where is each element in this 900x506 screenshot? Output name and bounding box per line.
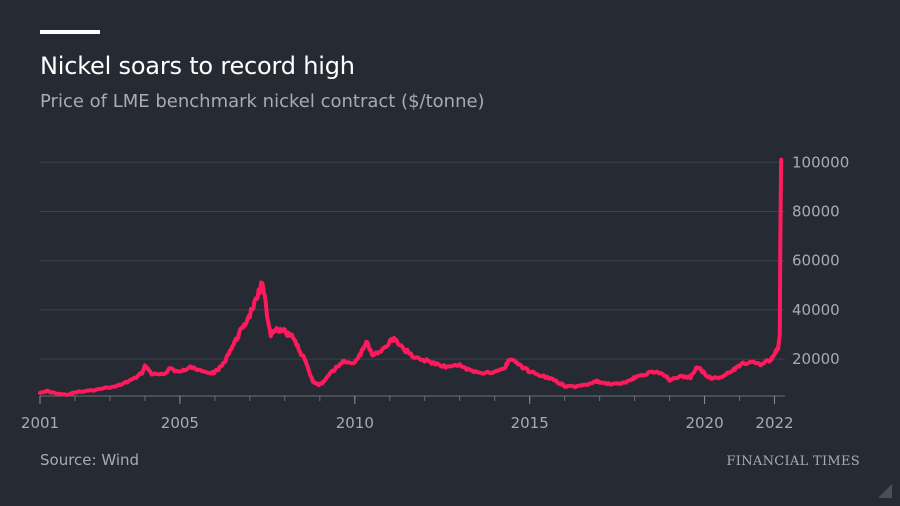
x-tick-label: 2015 — [511, 414, 549, 432]
series-group — [38, 157, 784, 397]
y-tick-label: 100000 — [792, 153, 849, 171]
x-tick-label: 2001 — [21, 414, 59, 432]
x-tick-label: 2010 — [336, 414, 374, 432]
x-tick-label: 2005 — [161, 414, 199, 432]
y-tick-label: 80000 — [792, 203, 840, 221]
header-accent-bar — [40, 30, 100, 34]
source-note: Source: Wind — [40, 451, 140, 469]
chart-title: Nickel soars to record high — [40, 52, 355, 80]
x-axis: 2001 2005 2010 2015 2020 2022 — [21, 395, 794, 432]
series-line-nickel-price — [38, 157, 784, 397]
chart-subtitle: Price of LME benchmark nickel contract (… — [40, 91, 485, 112]
gridlines — [40, 161, 785, 360]
y-tick-label: 40000 — [792, 301, 840, 319]
publisher-logo: FINANCIAL TIMES — [726, 454, 860, 469]
y-tick-label: 20000 — [792, 350, 840, 368]
x-tick-label: 2020 — [685, 414, 723, 432]
x-tick-label: 2022 — [755, 414, 793, 432]
y-axis: 20000 40000 60000 80000 100000 — [792, 153, 849, 368]
corner-expand-icon — [878, 484, 892, 498]
y-tick-label: 60000 — [792, 252, 840, 270]
